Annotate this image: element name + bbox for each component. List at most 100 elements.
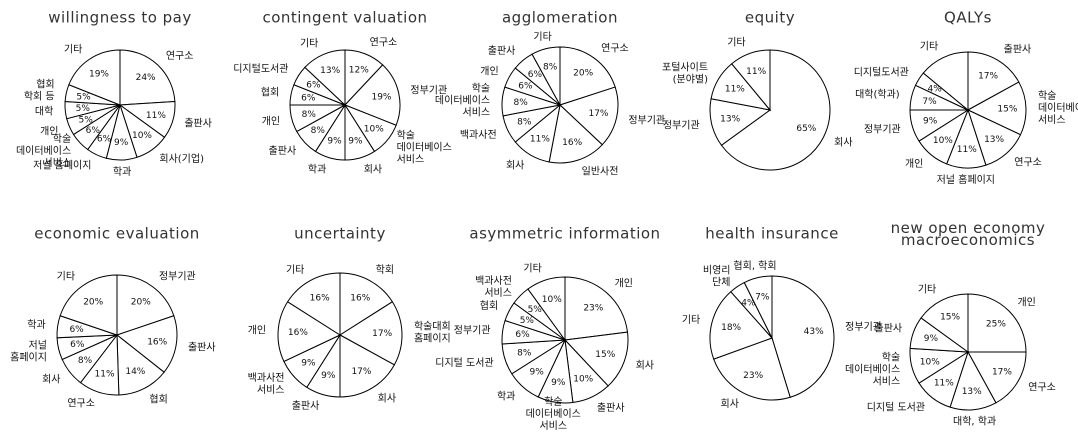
slice-label: 백과사전 서비스 xyxy=(475,275,512,299)
slice-label: 개인 xyxy=(40,126,58,138)
value-label: 5% xyxy=(79,115,94,125)
slice-label: 협회, 학회 xyxy=(733,259,776,272)
value-label: 6% xyxy=(97,134,112,144)
value-label: 17% xyxy=(992,368,1012,378)
pie-slice xyxy=(339,301,403,366)
slice-label: 학회 xyxy=(376,264,394,276)
value-label: 16% xyxy=(147,337,167,347)
value-label: 10% xyxy=(920,357,940,367)
slice-label: 학과 xyxy=(27,319,45,331)
slice-label: 대학 xyxy=(35,105,53,117)
value-label: 8% xyxy=(543,62,558,72)
pie-slice xyxy=(564,276,629,341)
pie-slice xyxy=(967,293,1027,353)
value-label: 4% xyxy=(928,84,943,94)
slice-label: 디지털 도서관 xyxy=(867,401,925,413)
slice-label: 저널 홈페이지 xyxy=(10,340,47,364)
slice-label: 학과 xyxy=(113,166,131,178)
slice-label: 정부기관 xyxy=(410,84,447,96)
slice-label: 정부기관 xyxy=(628,114,665,126)
value-label: 6% xyxy=(306,80,321,90)
slice-label: 개인 xyxy=(248,324,266,336)
value-label: 16% xyxy=(350,294,370,304)
value-label: 5% xyxy=(76,92,91,102)
pie-slice xyxy=(339,334,396,398)
value-label: 11% xyxy=(934,379,954,389)
chart-title: uncertainty xyxy=(294,225,386,243)
slice-label: 백과사전 서비스 xyxy=(248,372,285,396)
pie-slice xyxy=(277,301,342,363)
slice-label: 연구소 xyxy=(370,37,398,49)
chart-title: equity xyxy=(745,9,795,27)
slice-label: 기타 xyxy=(533,31,551,43)
slice-label: 출판사 xyxy=(488,45,516,57)
slice-label: 연구소 xyxy=(1014,157,1042,169)
value-label: 6% xyxy=(515,330,530,340)
slice-label: 출판사 xyxy=(269,145,297,157)
value-label: 6% xyxy=(70,340,85,350)
value-label: 9% xyxy=(301,358,316,368)
value-label: 8% xyxy=(78,356,93,366)
slice-label: 출판사 xyxy=(1004,44,1032,56)
chart-title: health insurance xyxy=(705,225,839,243)
slice-label: 저널 홈페이지 xyxy=(937,173,995,186)
slice-label: 출판사 xyxy=(875,322,903,334)
slice-label: 회사 xyxy=(42,374,60,386)
slice-label: 연구소 xyxy=(1028,382,1056,394)
value-label: 9% xyxy=(114,138,129,148)
pie-slice xyxy=(531,46,561,106)
slice-label: 포털사이트 (분야별) xyxy=(662,61,708,85)
slice-label: 개인 xyxy=(480,65,498,77)
slice-label: 개인 xyxy=(615,278,633,290)
value-label: 6% xyxy=(301,93,316,103)
slice-label: 정부기관 xyxy=(454,325,491,337)
pie-slice xyxy=(720,49,831,171)
pie-slice xyxy=(563,331,629,387)
slice-label: 기타 xyxy=(918,284,936,296)
value-label: 9% xyxy=(924,334,939,344)
pie-slice xyxy=(527,276,566,342)
value-label: 13% xyxy=(962,387,982,397)
slice-label: 출판사 xyxy=(292,400,320,412)
value-label: 10% xyxy=(573,374,593,384)
value-label: 10% xyxy=(364,124,384,134)
value-label: 8% xyxy=(311,126,326,136)
pie-slice xyxy=(548,104,603,164)
value-label: 16% xyxy=(310,294,330,304)
pie-slice xyxy=(59,274,118,336)
pie-slice xyxy=(68,49,121,106)
slice-label: 기타 xyxy=(682,314,700,326)
value-label: 6% xyxy=(518,81,533,91)
value-label: 5% xyxy=(528,305,543,315)
pie-slice xyxy=(922,51,969,112)
slice-label: 출판사 xyxy=(597,402,625,414)
slice-label: 대학(학과) xyxy=(855,89,900,101)
slice-label: 정부기관 xyxy=(663,120,700,132)
value-label: 14% xyxy=(125,367,145,377)
value-label: 20% xyxy=(83,297,103,307)
slice-label: 학술대회 홈페이지 xyxy=(414,321,451,345)
pie-slice xyxy=(116,274,175,336)
slice-label: 연구소 xyxy=(601,42,629,54)
slice-label: 학과 xyxy=(308,163,326,175)
slice-label: 기타 xyxy=(64,44,82,56)
value-label: 6% xyxy=(528,70,543,80)
slice-label: 협회 xyxy=(261,85,279,98)
pie-slice xyxy=(116,333,165,396)
pie-slice xyxy=(709,290,773,360)
value-label: 17% xyxy=(351,367,371,377)
value-label: 24% xyxy=(136,73,156,83)
slice-label: 회사 xyxy=(378,393,396,405)
pie-slice xyxy=(920,293,969,353)
chart-title: new open economy macroeconomics xyxy=(891,219,1046,249)
slice-label: 일반사전 xyxy=(582,166,619,178)
slice-label: 기타 xyxy=(300,38,318,50)
slice-label: 디지털 도서관 xyxy=(435,357,493,369)
slice-label: 협회 학회 등 xyxy=(24,77,55,102)
value-label: 13% xyxy=(984,135,1004,145)
slice-label: 기타 xyxy=(286,264,304,276)
